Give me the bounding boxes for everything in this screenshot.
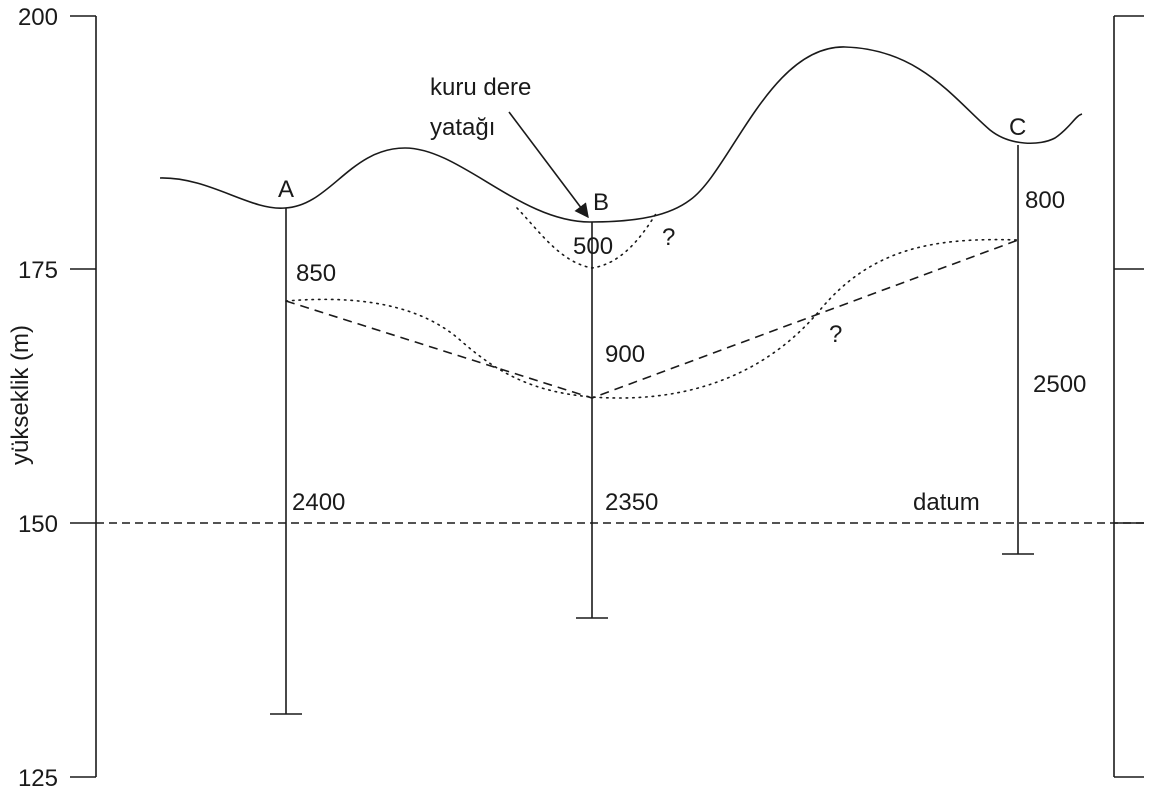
tick-label-200: 200 (18, 4, 58, 31)
datum-label: datum (913, 489, 980, 516)
dry-stream-label-line2: yatağı (430, 114, 495, 141)
well-b-label: B (593, 189, 609, 216)
water-table-dotted (285, 238, 1019, 399)
well-c-depth-800: 800 (1025, 187, 1065, 214)
dry-stream-arrow (508, 111, 589, 219)
well-a-depth-850: 850 (296, 260, 336, 287)
well-c: C 800 2500 (1002, 114, 1086, 555)
left-axis: 200 175 150 125 yükseklik (m) (7, 4, 97, 792)
right-axis (1113, 15, 1144, 778)
ground-surface (159, 46, 1083, 223)
well-b-depth-900: 900 (605, 341, 645, 368)
tick-label-150: 150 (18, 511, 58, 538)
well-b-depth-500: 500 (573, 233, 613, 260)
dry-stream-label-line1: kuru dere (430, 74, 531, 101)
well-c-label: C (1009, 114, 1026, 141)
question-mark-stream: ? (662, 224, 675, 251)
tick-label-125: 125 (18, 765, 58, 792)
water-table-dashed (285, 239, 1019, 399)
question-mark-water-table: ? (829, 321, 842, 348)
well-a-label: A (278, 176, 294, 203)
well-c-depth-2500: 2500 (1033, 371, 1086, 398)
axis-title: yükseklik (m) (7, 325, 34, 465)
well-a-depth-2400: 2400 (292, 489, 345, 516)
tick-label-175: 175 (18, 257, 58, 284)
stream-bed-dotted (516, 207, 658, 269)
well-b-depth-2350: 2350 (605, 489, 658, 516)
well-b: B 500 900 2350 (573, 189, 658, 619)
well-a: A 850 2400 (270, 176, 345, 715)
